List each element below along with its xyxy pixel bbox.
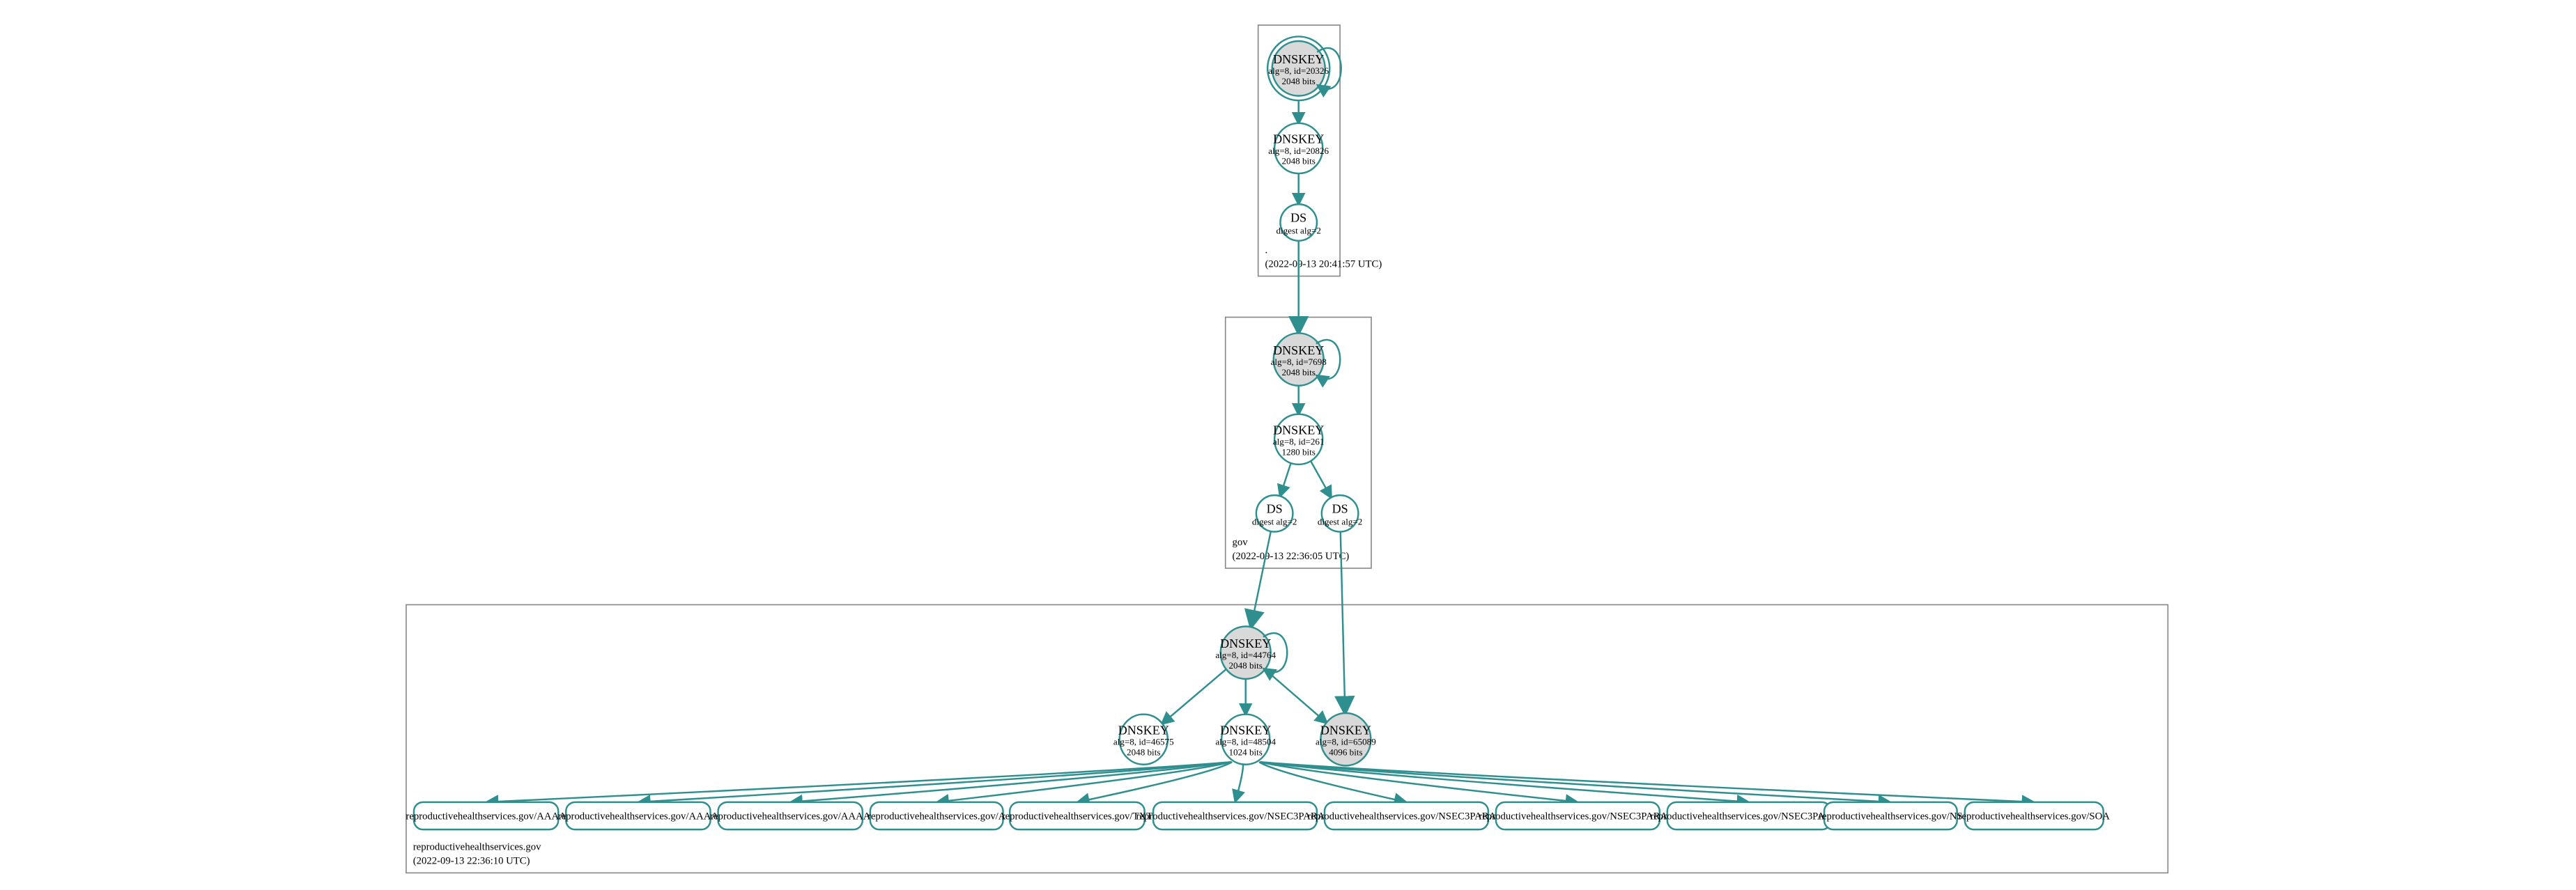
node-title: DNSKEY — [1273, 343, 1324, 357]
node-root-ksk: DNSKEYalg=8, id=203262048 bits — [1267, 36, 1341, 100]
node-line2: alg=8, id=46575 — [1113, 737, 1174, 747]
node-line2: digest alg=2 — [1318, 516, 1362, 526]
record-r1: reproductivehealthservices.gov/AAAA — [406, 802, 566, 829]
edge — [1310, 460, 1332, 498]
node-title: DNSKEY — [1273, 132, 1324, 146]
zone-label-root: . — [1265, 245, 1268, 256]
node-line3: 1024 bits — [1229, 747, 1263, 757]
node-gov-zsk: DNSKEYalg=8, id=2611280 bits — [1273, 414, 1325, 464]
record-label: reproductivehealthservices.gov/TXT — [1002, 811, 1152, 822]
record-r10: reproductivehealthservices.gov/NS — [1819, 802, 1963, 829]
record-label: reproductivehealthservices.gov/AAAA — [558, 811, 719, 822]
node-rhs-ksk: DNSKEYalg=8, id=447642048 bits — [1215, 627, 1287, 679]
node-line2: digest alg=2 — [1252, 516, 1297, 526]
zone-timestamp-gov: (2022-09-13 22:36:05 UTC) — [1233, 551, 1350, 562]
record-r8: reproductivehealthservices.gov/NSEC3PARA… — [1479, 802, 1676, 829]
node-gov-ds2: DSdigest alg=2 — [1318, 495, 1362, 531]
record-label: reproductivehealthservices.gov/A — [867, 811, 1006, 822]
node-title: DNSKEY — [1220, 723, 1271, 737]
record-label: reproductivehealthservices.gov/NSEC3PARA… — [1308, 811, 1506, 822]
dnssec-diagram: . (2022-09-13 20:41:57 UTC) gov (2022-09-13… — [0, 0, 2576, 890]
zone-timestamp-rhs: (2022-09-13 22:36:10 UTC) — [413, 855, 530, 866]
record-r5: reproductivehealthservices.gov/TXT — [1002, 802, 1152, 829]
record-r6: reproductivehealthservices.gov/NSEC3PARA… — [1136, 802, 1334, 829]
zone-timestamp-root: (2022-09-13 20:41:57 UTC) — [1265, 258, 1382, 270]
zone-label-rhs: reproductivehealthservices.gov — [413, 842, 541, 853]
node-line2: alg=8, id=20326 — [1268, 65, 1329, 76]
record-label: reproductivehealthservices.gov/SOA — [1959, 811, 2111, 822]
node-title: DS — [1290, 211, 1306, 225]
node-title: DNSKEY — [1273, 52, 1324, 66]
record-r4: reproductivehealthservices.gov/A — [867, 802, 1006, 829]
record-label: reproductivehealthservices.gov/AAAA — [710, 811, 871, 822]
node-title: DNSKEY — [1220, 637, 1271, 650]
node-title: DNSKEY — [1320, 723, 1371, 737]
edge — [1264, 669, 1327, 724]
record-r7: reproductivehealthservices.gov/NSEC3PARA… — [1308, 802, 1506, 829]
record-r3: reproductivehealthservices.gov/AAAA — [710, 802, 871, 829]
edge — [1251, 531, 1271, 629]
node-root-zsk: DNSKEYalg=8, id=208262048 bits — [1268, 123, 1329, 173]
node-line3: 2048 bits — [1229, 660, 1263, 671]
record-label: reproductivehealthservices.gov/NS — [1819, 811, 1963, 822]
node-title: DS — [1332, 502, 1348, 516]
node-line3: 2048 bits — [1282, 367, 1316, 377]
record-label: reproductivehealthservices.gov/AAAA — [406, 811, 566, 822]
node-line3: 2048 bits — [1282, 156, 1316, 166]
node-root-ds: DSdigest alg=2 — [1276, 204, 1320, 240]
node-line2: alg=8, id=65089 — [1316, 737, 1376, 747]
node-gov-ksk: DNSKEYalg=8, id=76982048 bits — [1271, 333, 1341, 385]
record-r11: reproductivehealthservices.gov/SOA — [1959, 802, 2111, 829]
edge — [1280, 462, 1291, 497]
node-line2: digest alg=2 — [1276, 226, 1320, 236]
node-line3: 2048 bits — [1282, 76, 1316, 86]
node-line2: alg=8, id=44764 — [1215, 650, 1276, 660]
node-line2: alg=8, id=7698 — [1271, 357, 1327, 367]
node-line3: 4096 bits — [1329, 747, 1362, 757]
node-title: DNSKEY — [1118, 723, 1169, 737]
edge — [1235, 762, 1244, 802]
node-title: DS — [1267, 502, 1283, 516]
node-rhs-zsk2: DNSKEYalg=8, id=485041024 bits — [1215, 715, 1276, 765]
node-gov-ds1: DSdigest alg=2 — [1252, 495, 1297, 531]
node-line3: 1280 bits — [1282, 446, 1316, 457]
node-line3: 2048 bits — [1127, 747, 1160, 757]
edge — [1162, 669, 1228, 724]
record-label: reproductivehealthservices.gov/NSEC3PARA… — [1136, 811, 1334, 822]
node-line2: alg=8, id=261 — [1273, 437, 1325, 447]
record-label: reproductivehealthservices.gov/NSEC3PARA… — [1479, 811, 1676, 822]
node-line2: alg=8, id=20826 — [1268, 146, 1329, 156]
zone-label-gov: gov — [1233, 537, 1249, 548]
record-r2: reproductivehealthservices.gov/AAAA — [558, 802, 719, 829]
node-title: DNSKEY — [1273, 423, 1324, 437]
node-line2: alg=8, id=48504 — [1215, 737, 1276, 747]
